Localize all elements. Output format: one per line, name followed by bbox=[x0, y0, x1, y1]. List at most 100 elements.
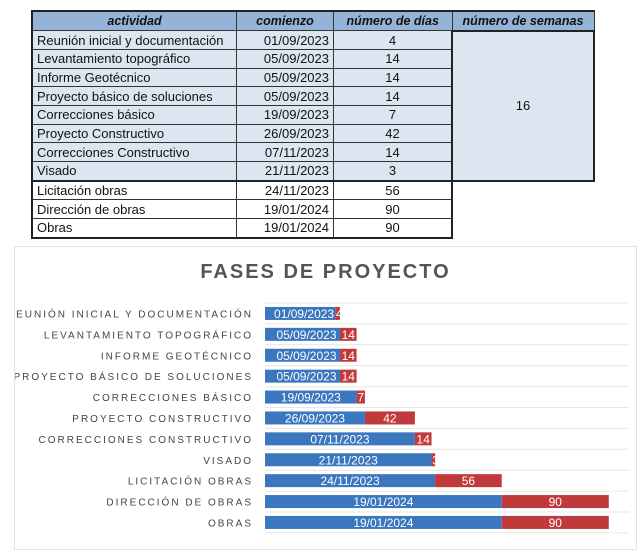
start-bar bbox=[265, 411, 365, 425]
column-header: comienzo bbox=[236, 10, 334, 32]
start-data-label: 19/01/2024 bbox=[353, 516, 413, 530]
gantt-chart: FASES DE PROYECTO REUNIÓN INICIAL Y DOCU… bbox=[14, 246, 637, 550]
start-bar bbox=[265, 348, 340, 362]
table-row: Visado 21/11/2023 3 bbox=[31, 160, 594, 182]
column-header: número de semanas bbox=[451, 10, 595, 32]
table-cell[interactable]: 24/11/2023 bbox=[236, 180, 334, 201]
duration-bar bbox=[339, 348, 357, 362]
table-row: Licitación obras 24/11/2023 56 bbox=[31, 180, 594, 201]
activity-table: actividad comienzo número de días número de… bbox=[31, 10, 595, 239]
column-header: actividad bbox=[31, 10, 237, 32]
start-data-label: 24/11/2023 bbox=[320, 474, 379, 488]
duration-bar bbox=[339, 369, 357, 383]
start-data-label: 26/09/2023 bbox=[285, 411, 345, 425]
duration-data-label: 14 bbox=[342, 370, 356, 384]
table-cell[interactable]: Informe Geotécnico bbox=[31, 67, 237, 88]
table-cell[interactable]: 21/11/2023 bbox=[236, 160, 334, 182]
table-cell[interactable]: 42 bbox=[333, 123, 453, 144]
category-label: PROYECTO CONSTRUCTIVO bbox=[72, 414, 253, 425]
table-cell[interactable]: Licitación obras bbox=[31, 180, 237, 201]
table-cell[interactable]: 07/11/2023 bbox=[236, 142, 334, 162]
start-bar bbox=[265, 515, 502, 529]
table-cell[interactable]: 05/09/2023 bbox=[236, 48, 334, 69]
start-bar bbox=[265, 390, 357, 404]
table-cell[interactable]: 7 bbox=[333, 104, 453, 125]
category-label: PROYECTO BÁSICO DE SOLUCIONES bbox=[15, 370, 253, 383]
duration-data-label: 3 bbox=[432, 453, 439, 467]
start-bar bbox=[265, 306, 336, 320]
table-row: Reunión inicial y documentación 01/09/202… bbox=[31, 29, 595, 182]
duration-bar bbox=[501, 495, 609, 509]
table-cell[interactable]: 05/09/2023 bbox=[236, 67, 334, 88]
table-cell[interactable]: Obras bbox=[31, 218, 237, 239]
table-row: Dirección de obras 19/01/2024 90 bbox=[31, 199, 594, 220]
table-cell[interactable]: Dirección de obras bbox=[31, 199, 237, 220]
duration-data-label: 14 bbox=[342, 349, 356, 363]
duration-bar bbox=[435, 474, 502, 488]
chart-title: FASES DE PROYECTO bbox=[200, 261, 451, 283]
duration-bar bbox=[339, 327, 357, 341]
table-cell[interactable]: Correcciones Constructivo bbox=[31, 142, 237, 162]
table-cell[interactable]: 19/09/2023 bbox=[236, 104, 334, 125]
start-data-label: 05/09/2023 bbox=[276, 349, 336, 363]
table-row: Levantamiento topográfico 05/09/2023 14 bbox=[31, 48, 594, 69]
duration-data-label: 42 bbox=[383, 411, 397, 425]
category-label: LEVANTAMIENTO TOPOGRÁFICO bbox=[44, 328, 253, 341]
duration-bar bbox=[335, 306, 340, 320]
start-bar bbox=[265, 327, 340, 341]
category-label: LICITACIÓN OBRAS bbox=[128, 475, 253, 488]
start-data-label: 05/09/2023 bbox=[276, 328, 336, 342]
chart-plot: REUNIÓN INICIAL Y DOCUMENTACIÓN 01/09/202… bbox=[15, 302, 629, 534]
table-cell[interactable]: 14 bbox=[333, 86, 453, 106]
duration-bar bbox=[356, 390, 365, 404]
table-row: Correcciones Constructivo 07/11/2023 14 bbox=[31, 142, 594, 162]
duration-bar bbox=[414, 432, 432, 446]
duration-data-label: 4 bbox=[336, 307, 343, 321]
duration-bar bbox=[431, 453, 436, 467]
start-bar bbox=[265, 432, 415, 446]
table-cell[interactable]: 14 bbox=[333, 48, 453, 69]
category-label: REUNIÓN INICIAL Y DOCUMENTACIÓN bbox=[15, 307, 253, 320]
start-data-label: 01/09/2023 bbox=[274, 307, 334, 321]
table-row: Informe Geotécnico 05/09/2023 14 bbox=[31, 67, 594, 88]
table-cell[interactable]: 26/09/2023 bbox=[236, 123, 334, 144]
table-cell[interactable]: 05/09/2023 bbox=[236, 86, 334, 106]
duration-data-label: 14 bbox=[417, 432, 431, 446]
category-label: OBRAS bbox=[208, 518, 253, 529]
category-label: DIRECCIÓN DE OBRAS bbox=[106, 496, 253, 509]
duration-data-label: 90 bbox=[549, 516, 563, 530]
table-cell[interactable]: Visado bbox=[31, 160, 237, 182]
start-data-label: 05/09/2023 bbox=[276, 370, 336, 384]
table-cell[interactable]: 19/01/2024 bbox=[236, 199, 334, 220]
duration-data-label: 14 bbox=[342, 328, 356, 342]
table-cell[interactable]: Proyecto básico de soluciones bbox=[31, 86, 237, 106]
table-cell[interactable]: 56 bbox=[333, 180, 453, 201]
column-header: número de días bbox=[333, 10, 453, 32]
duration-data-label: 7 bbox=[357, 391, 364, 405]
category-label: INFORME GEOTÉCNICO bbox=[101, 349, 253, 362]
table-cell[interactable]: Proyecto Constructivo bbox=[31, 123, 237, 144]
start-bar bbox=[265, 453, 432, 467]
start-bar bbox=[265, 474, 436, 488]
table-cell[interactable]: 3 bbox=[333, 160, 453, 182]
table-cell[interactable]: Correcciones básico bbox=[31, 104, 237, 125]
weeks-total-cell[interactable]: 16 bbox=[451, 29, 595, 182]
category-label: CORRECCIONES BÁSICO bbox=[93, 391, 253, 404]
table-cell[interactable]: 90 bbox=[333, 199, 453, 220]
table-cell[interactable]: 90 bbox=[333, 218, 453, 239]
table-row: Obras 19/01/2024 90 bbox=[31, 218, 594, 239]
table-cell[interactable]: 14 bbox=[333, 67, 453, 88]
start-data-label: 07/11/2023 bbox=[310, 432, 369, 446]
table-cell[interactable]: 4 bbox=[333, 30, 453, 50]
table-cell[interactable]: Levantamiento topográfico bbox=[31, 48, 237, 69]
table-cell[interactable]: 14 bbox=[333, 142, 453, 162]
start-data-label: 21/11/2023 bbox=[319, 453, 378, 467]
start-data-label: 19/09/2023 bbox=[281, 391, 341, 405]
table-row: Correcciones básico 19/09/2023 7 bbox=[31, 104, 594, 125]
table-cell[interactable]: 19/01/2024 bbox=[236, 218, 334, 239]
table-cell[interactable]: 01/09/2023 bbox=[236, 30, 334, 50]
table-cell[interactable]: Reunión inicial y documentación bbox=[31, 30, 237, 50]
category-label: VISADO bbox=[203, 456, 253, 467]
duration-bar bbox=[501, 515, 609, 529]
category-label: CORRECCIONES CONSTRUCTIVO bbox=[39, 435, 253, 446]
